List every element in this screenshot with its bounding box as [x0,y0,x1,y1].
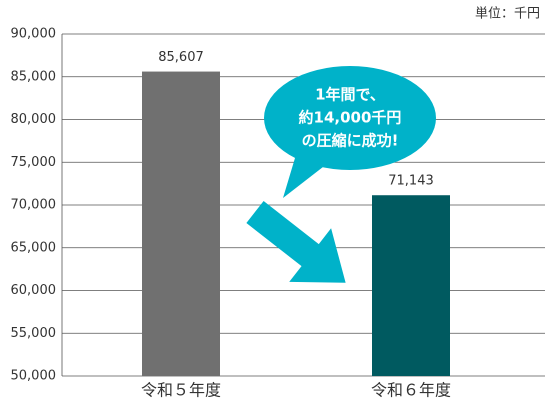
y-tick-label: 70,000 [11,198,57,213]
bars [142,71,450,376]
value-label: 71,143 [388,174,434,189]
annotation-line: 1年間で、 [315,86,385,104]
arrow [246,200,346,283]
annotation-line: 約14,000千円 [299,109,402,127]
y-tick-label: 85,000 [11,69,57,84]
y-tick-label: 80,000 [11,112,57,127]
annotation-line: の圧縮に成功! [302,132,399,150]
x-tick-label: 令和６年度 [371,381,451,400]
bar [142,71,220,376]
x-tick-label: 令和５年度 [141,381,221,400]
unit-label: 単位：千円 [475,6,540,22]
y-tick-label: 90,000 [11,27,57,42]
y-tick-label: 60,000 [11,283,57,298]
annotation-graphics [246,66,436,283]
y-tick-label: 65,000 [11,240,57,255]
y-tick-label: 50,000 [11,369,57,384]
y-tick-label: 75,000 [11,155,57,170]
value-label: 85,607 [158,50,204,65]
y-tick-label: 55,000 [11,326,57,341]
bar [372,195,450,376]
speech-bubble [264,66,436,170]
arrow-shape [246,200,346,283]
